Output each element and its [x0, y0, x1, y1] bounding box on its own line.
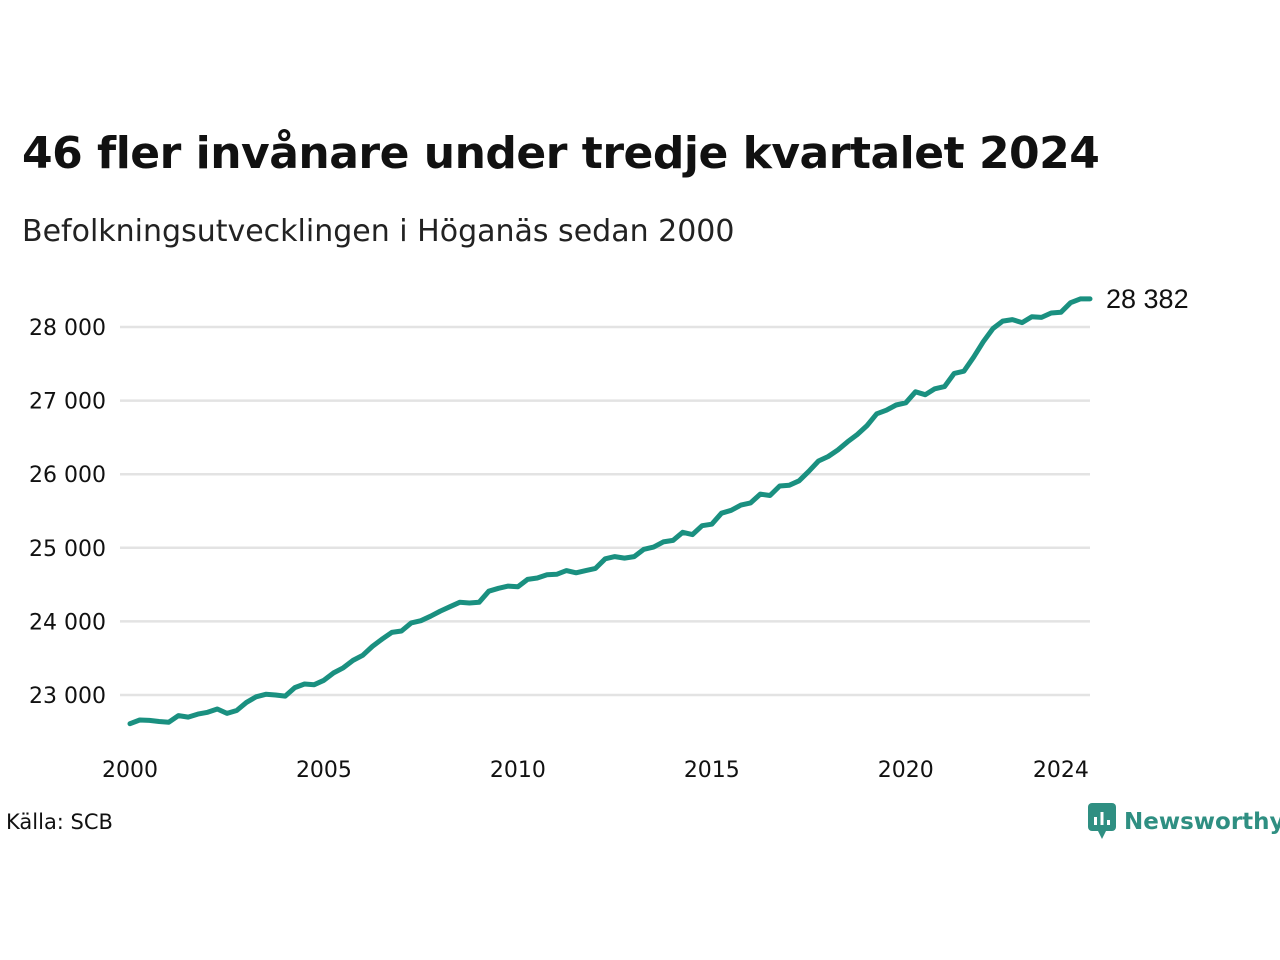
x-axis-tick-labels: 2000 2005 2010 2015 2020 2024 — [102, 758, 1089, 783]
x-tick-label: 2020 — [878, 758, 934, 783]
population-series-line — [127, 296, 1093, 727]
x-tick-label: 2000 — [102, 758, 158, 783]
newsworthy-logo-icon — [1088, 803, 1116, 839]
y-tick-label: 24 000 — [29, 610, 106, 635]
y-tick-label: 27 000 — [29, 390, 106, 415]
chart-title: 46 fler invånare under tredje kvartalet … — [22, 128, 1100, 179]
y-tick-label: 25 000 — [29, 537, 106, 562]
y-tick-label: 23 000 — [29, 684, 106, 709]
end-value-label: 28 382 — [1106, 284, 1189, 314]
x-tick-label: 2024 — [1033, 758, 1089, 783]
source-note: Källa: SCB — [6, 810, 113, 834]
y-axis-tick-labels: 23 000 24 000 25 000 26 000 27 000 28 000 — [29, 316, 106, 709]
newsworthy-logo-text: Newsworthy — [1124, 809, 1280, 835]
chart-subtitle: Befolkningsutvecklingen i Höganäs sedan … — [22, 214, 735, 249]
x-tick-label: 2010 — [490, 758, 546, 783]
x-tick-label: 2005 — [296, 758, 352, 783]
y-tick-label: 28 000 — [29, 316, 106, 341]
x-tick-label: 2015 — [684, 758, 740, 783]
y-tick-label: 26 000 — [29, 463, 106, 488]
grid-lines — [120, 325, 1090, 697]
newsworthy-logo: Newsworthy — [1088, 803, 1280, 841]
